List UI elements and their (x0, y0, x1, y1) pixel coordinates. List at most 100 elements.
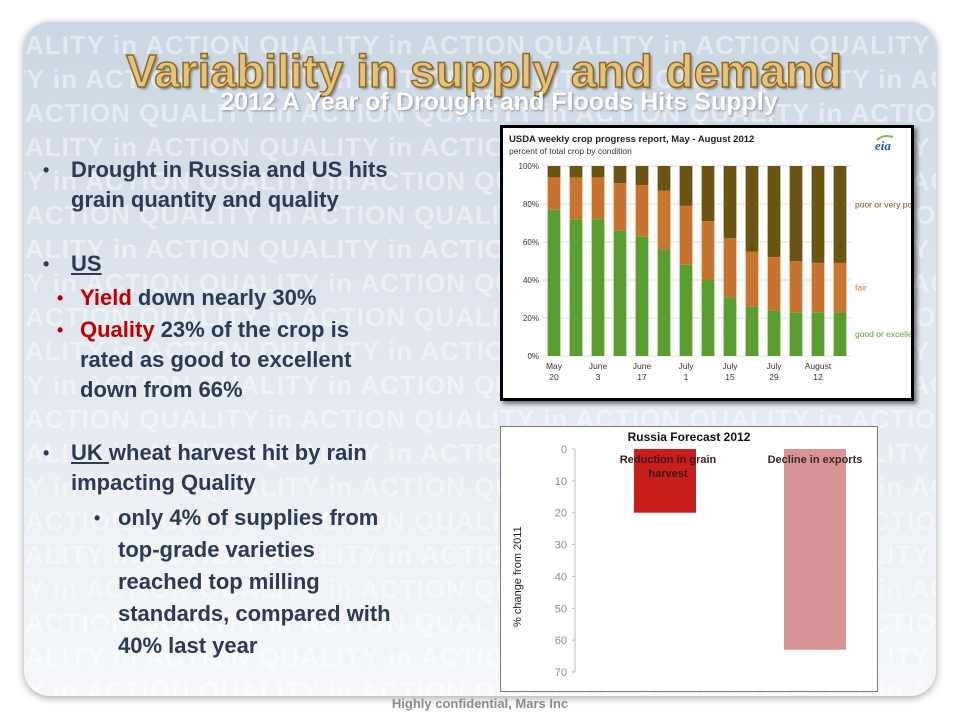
russia-y-tick-label: 30 (555, 540, 567, 552)
bullet-drought-line1: Drought in Russia and US hits (71, 157, 388, 182)
usda-bar-segment (569, 219, 583, 356)
usda-bar-segment (657, 166, 671, 191)
usda-bar-segment (833, 166, 847, 263)
usda-bar-segment (679, 264, 693, 356)
russia-y-tick-label: 50 (555, 603, 567, 615)
bullet-dot: • (57, 288, 64, 308)
eia-logo: eia (875, 138, 891, 153)
usda-crop-chart: USDA weekly crop progress report, May - … (500, 125, 914, 401)
usda-bar-segment (745, 251, 759, 307)
russia-y-tick-label: 40 (555, 571, 567, 583)
usda-bar-segment (547, 166, 561, 178)
footer-confidential: Highly confidential, Mars Inc (391, 696, 569, 711)
usda-x-tick-day: 20 (549, 372, 559, 382)
usda-legend-entry: poor or very poor (855, 199, 911, 209)
usda-x-tick-month: August (805, 361, 832, 371)
usda-legend-entry: good or excellent (855, 329, 911, 339)
usda-y-tick-label: 80% (523, 200, 539, 209)
usda-bar-segment (767, 166, 781, 258)
uk-text: wheat harvest hit by rain (108, 440, 367, 465)
usda-x-tick-month: May (546, 361, 563, 371)
usda-bar-segment (723, 166, 737, 239)
usda-chart-title: USDA weekly crop progress report, May - … (509, 134, 754, 145)
russia-y-tick-label: 10 (555, 476, 567, 488)
us-quality-line3: down from 66% (80, 377, 243, 402)
usda-bar-segment (591, 177, 605, 220)
usda-bar-segment (811, 262, 825, 313)
usda-bar-segment (635, 236, 649, 356)
bullet-dot: • (43, 160, 50, 180)
usda-bar-segment (833, 262, 847, 313)
russia-forecast-chart: Russia Forecast 2012 % change from 2011 … (500, 426, 878, 692)
russia-category-label: harvest (648, 468, 687, 480)
usda-bar-segment (811, 312, 825, 356)
us-heading: US (71, 251, 102, 276)
usda-bar-segment (723, 238, 737, 298)
main-title: Variability in supply and demand (125, 44, 842, 98)
usda-bar-segment (591, 219, 605, 356)
usda-x-tick-day: 12 (813, 372, 823, 382)
usda-bar-segment (547, 177, 561, 210)
bullet-drought-line2: grain quantity and quality (71, 187, 339, 212)
usda-x-tick-month: June (633, 361, 652, 371)
yield-text: down nearly 30% (131, 285, 317, 310)
usda-x-tick-day: 15 (725, 372, 735, 382)
usda-x-tick-month: July (722, 361, 738, 371)
usda-x-tick-day: 29 (769, 372, 779, 382)
usda-bar-segment (591, 166, 605, 178)
usda-bar-segment (811, 166, 825, 263)
usda-y-tick-label: 60% (523, 238, 539, 247)
usda-bar-segment (833, 312, 847, 356)
slide-background: QUALITY in ACTION QUALITY in ACTION QUAL… (24, 22, 936, 696)
yield-word: Yield (80, 285, 132, 310)
us-quality-line2: rated as good to excellent (80, 347, 352, 372)
usda-x-tick-month: July (678, 361, 694, 371)
usda-x-tick-month: June (589, 361, 608, 371)
russia-y-tick-label: 0 (561, 444, 567, 456)
quality-text: 23% of the crop is (154, 317, 349, 342)
uk-line2: impacting Quality (71, 470, 256, 495)
usda-legend-entry: fair (855, 283, 867, 293)
usda-y-tick-label: 0% (527, 352, 539, 361)
russia-y-tick-label: 70 (555, 667, 567, 679)
usda-bar-segment (767, 310, 781, 356)
us-quality-line1: Quality 23% of the crop is (80, 315, 349, 345)
usda-bar-segment (547, 209, 561, 356)
usda-bar-segment (701, 280, 715, 356)
bullet-dot: • (43, 254, 50, 274)
usda-bar-segment (613, 166, 627, 184)
usda-bar-segment (569, 177, 583, 220)
usda-bar-segment (701, 221, 715, 280)
quality-word: Quality (80, 317, 155, 342)
usda-x-tick-day: 1 (684, 372, 689, 382)
usda-chart-subtitle: percent of total crop by condition (509, 146, 632, 156)
usda-bar-segment (635, 166, 649, 185)
russia-y-axis-label: % change from 2011 (512, 526, 524, 627)
usda-bar-segment (767, 257, 781, 311)
usda-bar-segment (569, 166, 583, 178)
usda-bar-segment (657, 190, 671, 250)
usda-y-tick-label: 40% (523, 276, 539, 285)
uk-sub-line4: standards, compared with (118, 601, 391, 626)
usda-bar-segment (679, 205, 693, 265)
usda-bar-segment (789, 261, 803, 313)
usda-x-tick-day: 3 (596, 372, 601, 382)
usda-bar-segment (679, 166, 693, 206)
russia-bar (784, 449, 846, 650)
russia-y-tick-label: 20 (555, 508, 567, 520)
russia-category-label: Decline in exports (768, 454, 863, 466)
usda-bar-segment (635, 185, 649, 237)
uk-line1: UK wheat harvest hit by rain (71, 438, 367, 468)
bullet-dot: • (57, 320, 64, 340)
bullet-dot: • (43, 443, 50, 463)
russia-category-label: Reduction in grain (620, 454, 717, 466)
russia-bar (634, 449, 696, 513)
usda-bar-segment (613, 183, 627, 231)
usda-y-tick-label: 20% (523, 314, 539, 323)
uk-sub-line1: only 4% of supplies from (118, 505, 379, 530)
bullet-dot: • (94, 508, 101, 528)
us-yield-line: Yield down nearly 30% (80, 283, 316, 313)
usda-bar-segment (723, 297, 737, 356)
usda-bar-segment (701, 166, 715, 222)
uk-sub-line2: top-grade varieties (118, 537, 315, 562)
